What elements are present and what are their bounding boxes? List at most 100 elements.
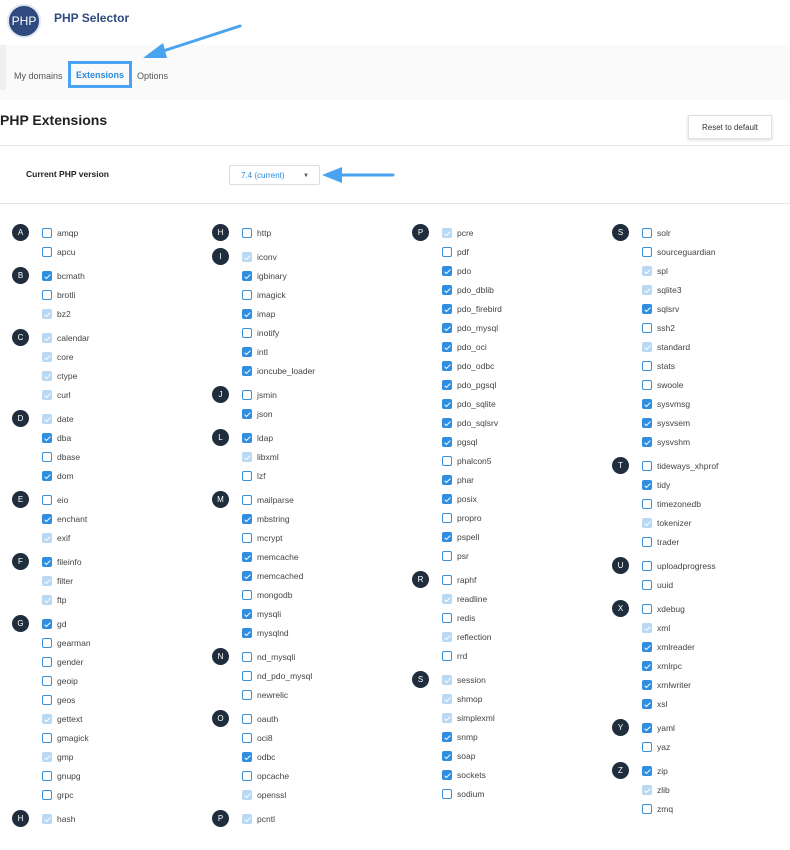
extension-item[interactable]: ftp [0, 590, 190, 609]
extension-checkbox[interactable] [642, 246, 652, 257]
extension-item[interactable]: pdo_dblib [400, 280, 590, 299]
extension-checkbox[interactable] [642, 303, 652, 314]
extension-item[interactable]: pdo_firebird [400, 299, 590, 318]
extension-item[interactable]: xmlreader [600, 637, 790, 656]
extension-item[interactable]: curl [0, 385, 190, 404]
extension-checkbox[interactable] [442, 750, 452, 761]
extension-checkbox[interactable] [42, 270, 52, 281]
extension-item[interactable]: libxml [200, 447, 390, 466]
extension-item[interactable]: openssl [200, 785, 390, 804]
extension-checkbox[interactable] [442, 788, 452, 799]
extension-checkbox[interactable] [642, 379, 652, 390]
extension-checkbox[interactable] [42, 513, 52, 524]
extension-checkbox[interactable] [642, 679, 652, 690]
extension-checkbox[interactable] [242, 570, 252, 581]
extension-item[interactable]: sqlsrv [600, 299, 790, 318]
extension-item[interactable]: oci8 [200, 728, 390, 747]
extension-checkbox[interactable] [242, 689, 252, 700]
extension-checkbox[interactable] [642, 765, 652, 776]
extension-item[interactable]: soap [400, 746, 590, 765]
extension-checkbox[interactable] [42, 789, 52, 800]
extension-item[interactable]: intl [200, 342, 390, 361]
extension-checkbox[interactable] [242, 651, 252, 662]
extension-item[interactable]: redis [400, 608, 590, 627]
extension-checkbox[interactable] [642, 322, 652, 333]
extension-item[interactable]: snmp [400, 727, 590, 746]
extension-item[interactable]: ssh2 [600, 318, 790, 337]
extension-item[interactable]: pcntl [200, 809, 390, 828]
extension-item[interactable]: pcre [400, 223, 590, 242]
extension-item[interactable]: pdo_oci [400, 337, 590, 356]
extension-checkbox[interactable] [442, 417, 452, 428]
extension-checkbox[interactable] [242, 751, 252, 762]
extension-item[interactable]: filter [0, 571, 190, 590]
extension-item[interactable]: ctype [0, 366, 190, 385]
extension-item[interactable]: nd_mysqli [200, 647, 390, 666]
extension-checkbox[interactable] [242, 532, 252, 543]
extension-item[interactable]: pdf [400, 242, 590, 261]
extension-item[interactable]: rrd [400, 646, 590, 665]
extension-checkbox[interactable] [42, 675, 52, 686]
extension-item[interactable]: dbase [0, 447, 190, 466]
tab-extensions[interactable]: Extensions [68, 61, 132, 88]
extension-checkbox[interactable] [42, 637, 52, 648]
extension-checkbox[interactable] [442, 612, 452, 623]
extension-checkbox[interactable] [242, 470, 252, 481]
extension-checkbox[interactable] [642, 498, 652, 509]
extension-checkbox[interactable] [642, 417, 652, 428]
extension-item[interactable]: grpc [0, 785, 190, 804]
extension-item[interactable]: readline [400, 589, 590, 608]
extension-item[interactable]: mysqli [200, 604, 390, 623]
extension-checkbox[interactable] [642, 698, 652, 709]
extension-item[interactable]: swoole [600, 375, 790, 394]
extension-item[interactable]: date [0, 409, 190, 428]
extension-checkbox[interactable] [442, 341, 452, 352]
extension-checkbox[interactable] [242, 494, 252, 505]
extension-checkbox[interactable] [442, 398, 452, 409]
extension-checkbox[interactable] [42, 227, 52, 238]
extension-checkbox[interactable] [42, 694, 52, 705]
extension-checkbox[interactable] [242, 589, 252, 600]
extension-item[interactable]: http [200, 223, 390, 242]
extension-checkbox[interactable] [642, 579, 652, 590]
extension-item[interactable]: standard [600, 337, 790, 356]
extension-item[interactable]: inotify [200, 323, 390, 342]
extension-item[interactable]: mailparse [200, 490, 390, 509]
extension-item[interactable]: pdo_sqlite [400, 394, 590, 413]
extension-item[interactable]: ldap [200, 428, 390, 447]
extension-item[interactable]: zmq [600, 799, 790, 818]
extension-item[interactable]: pspell [400, 527, 590, 546]
extension-item[interactable]: simplexml [400, 708, 590, 727]
extension-item[interactable]: pdo [400, 261, 590, 280]
extension-checkbox[interactable] [242, 327, 252, 338]
extension-checkbox[interactable] [42, 770, 52, 781]
extension-item[interactable]: nd_pdo_mysql [200, 666, 390, 685]
extension-item[interactable]: opcache [200, 766, 390, 785]
extension-item[interactable]: memcache [200, 547, 390, 566]
extension-item[interactable]: propro [400, 508, 590, 527]
extension-item[interactable]: posix [400, 489, 590, 508]
extension-checkbox[interactable] [242, 408, 252, 419]
extension-checkbox[interactable] [242, 608, 252, 619]
extension-checkbox[interactable] [442, 512, 452, 523]
extension-checkbox[interactable] [242, 713, 252, 724]
extension-item[interactable]: gender [0, 652, 190, 671]
extension-item[interactable]: sysvshm [600, 432, 790, 451]
extension-checkbox[interactable] [642, 460, 652, 471]
extension-item[interactable]: calendar [0, 328, 190, 347]
extension-item[interactable]: mcrypt [200, 528, 390, 547]
extension-checkbox[interactable] [42, 432, 52, 443]
extension-item[interactable]: pgsql [400, 432, 590, 451]
extension-item[interactable]: sockets [400, 765, 590, 784]
extension-item[interactable]: geoip [0, 671, 190, 690]
extension-item[interactable]: fileinfo [0, 552, 190, 571]
extension-checkbox[interactable] [442, 436, 452, 447]
extension-item[interactable]: lzf [200, 466, 390, 485]
extension-item[interactable]: timezonedb [600, 494, 790, 513]
extension-item[interactable]: igbinary [200, 266, 390, 285]
extension-item[interactable]: newrelic [200, 685, 390, 704]
extension-checkbox[interactable] [442, 731, 452, 742]
extension-item[interactable]: phalcon5 [400, 451, 590, 470]
extension-checkbox[interactable] [642, 360, 652, 371]
extension-item[interactable]: gmp [0, 747, 190, 766]
